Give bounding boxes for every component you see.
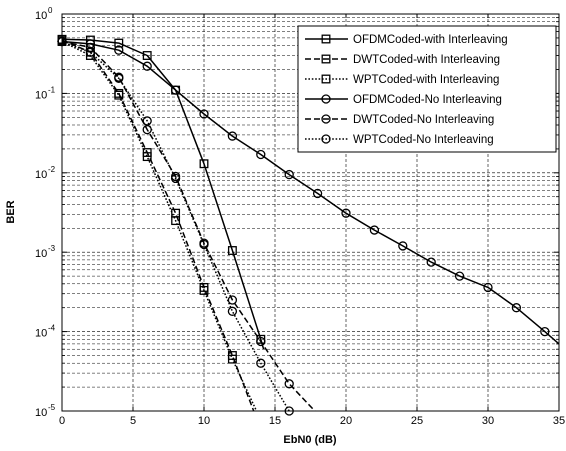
data-point — [227, 246, 237, 255]
data-point — [199, 109, 209, 119]
x-tick-label: 20 — [340, 415, 352, 427]
x-tick-label: 25 — [411, 415, 423, 427]
y-tick-label-exponent: -4 — [48, 324, 56, 333]
legend-label: OFDMCoded-No Interleaving — [353, 94, 502, 106]
legend: OFDMCoded-with Interleaving DWTCoded-with… — [297, 25, 557, 153]
data-point — [170, 85, 181, 95]
data-point — [171, 216, 181, 226]
data-point — [256, 358, 266, 368]
data-point — [142, 152, 152, 162]
data-point — [142, 51, 152, 60]
data-point — [199, 285, 209, 295]
x-tick-label: 5 — [130, 415, 136, 427]
data-point — [199, 239, 209, 250]
data-point — [511, 303, 522, 313]
x-tick-label: 35 — [553, 415, 565, 427]
legend-label: DWTCoded-No Interleaving — [353, 114, 494, 126]
x-tick-label: 15 — [269, 415, 281, 427]
legend-label: DWTCoded-with Interleaving — [353, 54, 500, 66]
legend-label: WPTCoded-No Interleaving — [353, 134, 494, 146]
data-point — [454, 271, 465, 281]
legend-label: OFDMCoded-with Interleaving — [353, 34, 508, 46]
x-tick-label: 10 — [198, 415, 210, 427]
y-tick-label-base: 10 — [35, 169, 47, 181]
y-tick-label-base: 10 — [35, 10, 47, 22]
legend-marker — [321, 74, 331, 84]
y-tick-label-exponent: -2 — [48, 165, 56, 174]
y-tick-label-base: 10 — [35, 248, 47, 260]
legend-label: WPTCoded-with Interleaving — [353, 74, 499, 86]
data-point — [256, 149, 266, 160]
x-tick-label: 30 — [482, 415, 494, 427]
data-point — [341, 208, 351, 218]
data-point — [227, 131, 238, 141]
data-point — [398, 241, 408, 251]
y-tick-label-exponent: -3 — [48, 244, 56, 253]
legend-marker — [321, 94, 331, 104]
data-point — [256, 336, 266, 347]
series-line — [61, 39, 255, 412]
legend-marker — [321, 34, 331, 44]
y-tick-label-exponent: -5 — [48, 403, 56, 412]
data-point — [85, 47, 96, 57]
data-point — [114, 73, 124, 83]
data-point — [142, 116, 152, 126]
data-point — [369, 225, 380, 235]
y-tick-label-exponent: 0 — [48, 6, 53, 15]
data-point — [312, 188, 323, 199]
data-point — [142, 61, 152, 71]
x-tick-label: 0 — [59, 415, 65, 427]
data-point — [483, 282, 493, 293]
series-4 — [57, 36, 560, 345]
data-point — [426, 257, 436, 267]
plot-frame — [61, 13, 560, 412]
data-point — [114, 90, 124, 100]
series-group — [57, 34, 560, 416]
y-tick-label-base: 10 — [35, 328, 47, 340]
y-tick-label-base: 10 — [35, 89, 47, 101]
x-axis-label: EbN0 (dB) — [283, 434, 337, 446]
y-tick-label-exponent: -1 — [48, 85, 56, 94]
data-point — [227, 354, 237, 364]
data-point — [540, 326, 550, 337]
legend-marker — [321, 54, 331, 64]
data-point — [227, 306, 238, 316]
data-point — [170, 173, 181, 184]
data-point — [284, 169, 294, 180]
y-axis-label: BER — [5, 200, 17, 223]
legend-box — [297, 25, 557, 153]
series-line — [61, 40, 560, 345]
data-point — [114, 38, 124, 48]
data-point — [85, 42, 96, 53]
data-point — [199, 159, 209, 169]
y-tick-label-base: 10 — [35, 407, 47, 419]
series-line — [61, 40, 290, 412]
data-point — [114, 45, 124, 55]
legend-marker — [321, 114, 331, 124]
legend-marker — [321, 134, 331, 144]
data-point — [284, 379, 294, 389]
